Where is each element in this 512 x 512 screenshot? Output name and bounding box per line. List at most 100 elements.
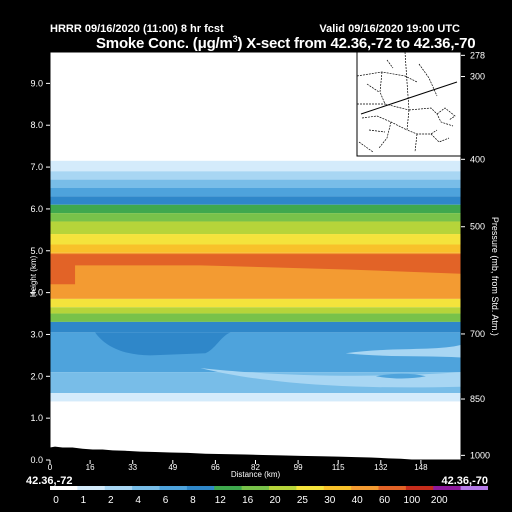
x-tick-label: 132 — [374, 463, 388, 472]
x-tick-label: 49 — [168, 463, 177, 472]
smoke-pale-tongue — [345, 344, 461, 358]
smoke-core-spot — [375, 373, 426, 379]
colorbar-level-label: 20 — [269, 495, 281, 506]
y-tick-label: 2.0 — [30, 371, 43, 381]
colorbar-swatch — [50, 486, 78, 490]
section-line — [360, 81, 458, 115]
map-boundary — [430, 133, 450, 143]
pressure-axis-label: Pressure (mb, from Std. Atm.) — [490, 217, 500, 336]
smoke-pale-tongue — [200, 367, 461, 388]
map-boundary — [378, 121, 392, 149]
y-tick-label: 5.0 — [30, 246, 43, 256]
colorbar-level-label: 2 — [108, 495, 114, 506]
x-axis-label: Distance (km) — [231, 470, 281, 479]
smoke-layer — [50, 213, 461, 222]
pressure-tick-label: 278 — [470, 50, 485, 60]
smoke-layer — [50, 313, 461, 322]
map-boundary — [356, 71, 418, 83]
smoke-layer — [50, 321, 461, 333]
endpoint-right-label: 42.36,-70 — [442, 475, 488, 486]
endpoint-left-label: 42.36,-72 — [26, 475, 72, 486]
colorbar-swatch — [269, 486, 297, 490]
colorbar-level-label: 60 — [379, 495, 391, 506]
colorbar-level-label: 0 — [53, 495, 59, 506]
colorbar-level-label: 25 — [297, 495, 309, 506]
colorbar-level-label: 12 — [215, 495, 227, 506]
smoke-layer — [50, 234, 461, 245]
colorbar-level-label: 30 — [324, 495, 336, 506]
map-boundary — [379, 71, 410, 111]
colorbar-level-label: 200 — [431, 495, 448, 506]
pressure-tick-label: 850 — [470, 394, 485, 404]
colorbar-level-label: 4 — [135, 495, 141, 506]
y-tick-label: 1.0 — [30, 413, 43, 423]
map-boundary — [414, 133, 418, 153]
pressure-tick-label: 500 — [470, 222, 485, 232]
x-tick-label: 148 — [414, 463, 428, 472]
pressure-tick-label: 300 — [470, 72, 485, 82]
smoke-layer — [50, 307, 461, 314]
colorbar-level-label: 1 — [81, 495, 87, 506]
x-tick-label: 82 — [251, 463, 260, 472]
x-tick-label: 33 — [128, 463, 137, 472]
smoke-peak-region — [50, 254, 461, 285]
chart-title: Smoke Conc. (μg/m3) X-sect from 42.36,-7… — [96, 34, 476, 52]
colorbar-swatch — [323, 486, 352, 490]
colorbar-level-label: 8 — [190, 495, 196, 506]
plot-area — [50, 52, 461, 460]
y-tick-label: 9.0 — [30, 78, 43, 88]
pressure-tick-label: 700 — [470, 329, 485, 339]
valid-time-label: Valid 09/16/2020 19:00 UTC — [319, 23, 460, 35]
smoke-layer — [50, 298, 461, 308]
colorbar-swatch — [351, 486, 379, 490]
x-tick-label: 16 — [86, 463, 95, 472]
colorbar-swatch — [186, 486, 215, 490]
y-tick-label: 0.0 — [30, 455, 43, 465]
x-tick-label: 115 — [332, 463, 345, 472]
colorbar-swatch — [214, 486, 243, 490]
colorbar: 0 1 2 4 6 8 12 16 20 25 30 40 60 100 200 — [50, 486, 488, 506]
x-tick-label: 99 — [294, 463, 303, 472]
colorbar-swatch — [77, 486, 106, 490]
colorbar-level-label: 16 — [242, 495, 254, 506]
colorbar-level-label: 100 — [404, 495, 421, 506]
smoke-layer — [50, 171, 461, 180]
cross-section-chart: 0.0 1.0 2.0 3.0 4.0 5.0 6.0 7.0 8.0 9.0 0 16 33 49 66 8… — [26, 50, 500, 486]
smoke-layer — [50, 196, 461, 205]
y-axis-label: Height (km) — [29, 255, 38, 297]
colorbar-swatch — [296, 486, 325, 490]
map-boundary — [386, 59, 394, 69]
title-unit: μg/m — [197, 35, 233, 52]
colorbar-swatch — [241, 486, 270, 490]
colorbar-swatch — [405, 486, 434, 490]
colorbar-swatch — [132, 486, 160, 490]
colorbar-level-label: 6 — [163, 495, 169, 506]
y-tick-label: 8.0 — [30, 120, 43, 130]
y-tick-label: 4.0 — [30, 288, 43, 298]
model-run-label: HRRR 09/16/2020 (11:00) 8 hr fcst — [50, 23, 224, 35]
pressure-tick-label: 400 — [470, 154, 485, 164]
colorbar-level-label: 40 — [352, 495, 364, 506]
y-tick-label: 7.0 — [30, 162, 43, 172]
header: HRRR 09/16/2020 (11:00) 8 hr fcst Valid … — [0, 0, 512, 52]
map-boundary — [366, 83, 380, 93]
smoke-layer — [50, 204, 461, 214]
smoke-dip-region — [95, 332, 231, 356]
title-unit-superscript: 3 — [232, 34, 238, 44]
smoke-layer — [50, 221, 461, 235]
colorbar-swatch — [104, 486, 133, 490]
smoke-layer — [50, 393, 461, 402]
colorbar-swatch — [159, 486, 188, 490]
y-tick-label: 3.0 — [30, 329, 43, 339]
terrain-profile — [50, 446, 426, 460]
smoke-layer — [50, 179, 461, 188]
pressure-tick-label: 1000 — [470, 450, 490, 460]
colorbar-swatch — [460, 486, 488, 490]
map-boundary — [368, 129, 386, 133]
x-tick-label: 0 — [48, 463, 53, 472]
map-boundary — [361, 115, 408, 131]
smoke-layer — [50, 244, 461, 253]
smoke-layer — [50, 188, 461, 197]
location-inset-map — [356, 51, 462, 157]
map-boundary — [436, 107, 456, 121]
